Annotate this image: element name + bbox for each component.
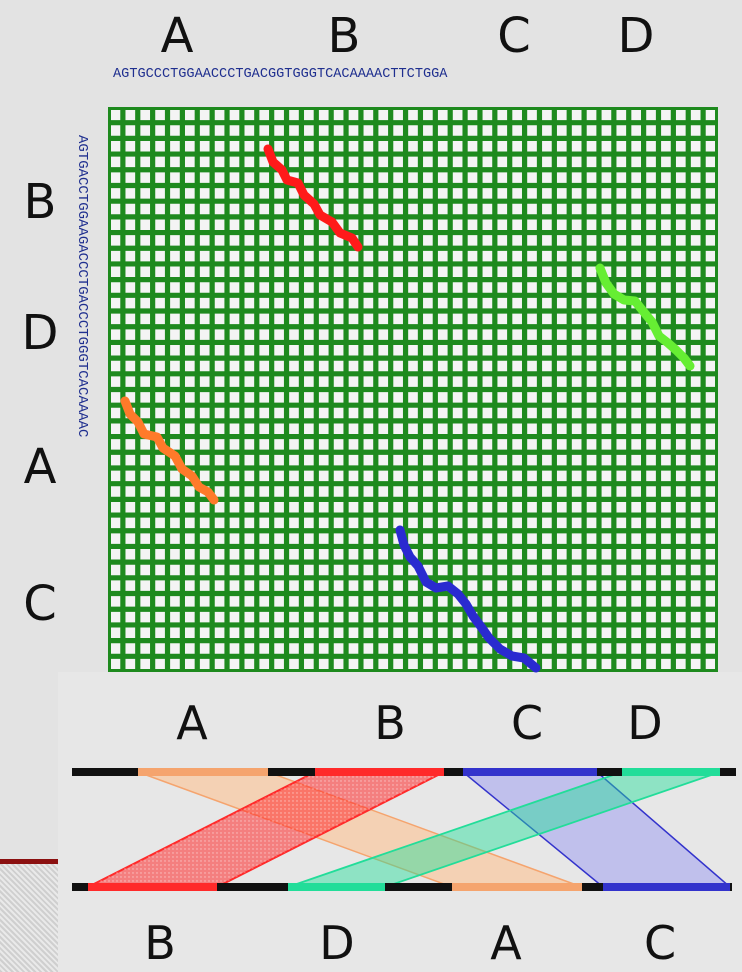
left-segment-label-b: B bbox=[23, 174, 57, 230]
dotplot-grid bbox=[108, 107, 718, 672]
background-texture bbox=[0, 862, 60, 972]
bottom-block-b bbox=[88, 883, 217, 891]
top-block-a bbox=[138, 768, 268, 776]
top-block-d bbox=[622, 768, 720, 776]
alignment-top-label-d: D bbox=[627, 696, 663, 750]
alignment-bottom-label-c: C bbox=[643, 916, 677, 970]
alignment-bottom-label-b: B bbox=[144, 916, 176, 970]
alignment-connectors bbox=[87, 771, 733, 888]
bottom-block-d bbox=[288, 883, 385, 891]
connector-b-dots bbox=[88, 772, 444, 887]
bottom-block-a bbox=[452, 883, 582, 891]
top-segment-label-c: C bbox=[497, 8, 531, 64]
alignment-top-label-a: A bbox=[176, 696, 208, 750]
match-diagonal-a bbox=[120, 396, 219, 505]
top-sequence: AGTGCCCTGGAACCCTGACGGTGGGTCACAAAACTTCTGG… bbox=[113, 67, 448, 82]
alignment-top-label-b: B bbox=[374, 696, 406, 750]
decorative-rule bbox=[0, 859, 60, 864]
top-segment-label-b: B bbox=[327, 8, 361, 64]
top-segment-label-d: D bbox=[617, 8, 655, 64]
bottom-block-c bbox=[603, 883, 730, 891]
top-segment-label-a: A bbox=[160, 8, 194, 64]
top-block-c bbox=[463, 768, 597, 776]
match-diagonal-c bbox=[395, 525, 541, 673]
match-diagonal-d bbox=[595, 263, 695, 371]
bottom-genome-track bbox=[72, 883, 732, 891]
top-genome-track bbox=[72, 768, 736, 776]
top-block-b bbox=[315, 768, 444, 776]
alignment-bottom-label-a: A bbox=[490, 916, 522, 970]
match-diagonal-b bbox=[263, 144, 363, 252]
left-segment-label-d: D bbox=[21, 305, 59, 361]
left-segment-label-c: C bbox=[23, 576, 57, 632]
alignment-bottom-label-d: D bbox=[319, 916, 355, 970]
left-segment-label-a: A bbox=[23, 439, 57, 495]
alignment-top-label-c: C bbox=[510, 696, 544, 750]
